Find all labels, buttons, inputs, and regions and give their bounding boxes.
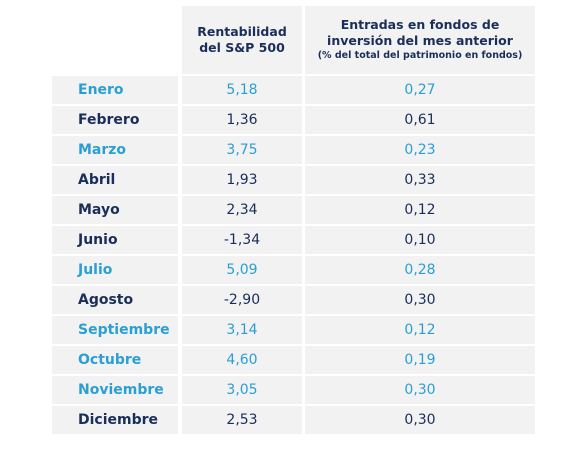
sp500-return-value: 4,60 — [182, 346, 302, 374]
fund-flows-value: 0,27 — [305, 76, 535, 104]
month-label: Febrero — [52, 106, 178, 134]
month-label: Mayo — [52, 196, 178, 224]
fund-flows-value: 0,28 — [305, 256, 535, 284]
column-header-sp500: Rentabilidad del S&P 500 — [182, 6, 302, 74]
month-label: Junio — [52, 226, 178, 254]
fund-flows-value: 0,23 — [305, 136, 535, 164]
month-label: Enero — [52, 76, 178, 104]
column-header-flows-line1: Entradas en fondos de — [340, 17, 500, 32]
sp500-return-value: 3,05 — [182, 376, 302, 404]
fund-flows-value: 0,30 — [305, 286, 535, 314]
sp500-return-value: 3,75 — [182, 136, 302, 164]
column-header-sp500-line1: Rentabilidad — [197, 24, 287, 39]
month-label: Octubre — [52, 346, 178, 374]
table-row: Abril 1,93 0,33 — [0, 166, 562, 196]
month-label: Agosto — [52, 286, 178, 314]
sp500-return-value: -1,34 — [182, 226, 302, 254]
month-label: Noviembre — [52, 376, 178, 404]
fund-flows-value: 0,12 — [305, 316, 535, 344]
fund-flows-value: 0,10 — [305, 226, 535, 254]
column-header-flows-line2: inversión del mes anterior — [327, 33, 513, 48]
fund-flows-value: 0,30 — [305, 376, 535, 404]
fund-flows-value: 0,19 — [305, 346, 535, 374]
sp500-return-value: 2,34 — [182, 196, 302, 224]
sp500-return-value: 3,14 — [182, 316, 302, 344]
sp500-return-value: 5,18 — [182, 76, 302, 104]
sp500-return-value: 5,09 — [182, 256, 302, 284]
table-row: Febrero 1,36 0,61 — [0, 106, 562, 136]
month-label: Marzo — [52, 136, 178, 164]
fund-flows-value: 0,12 — [305, 196, 535, 224]
table-row: Junio -1,34 0,10 — [0, 226, 562, 256]
month-label: Julio — [52, 256, 178, 284]
month-label: Abril — [52, 166, 178, 194]
fund-flows-value: 0,61 — [305, 106, 535, 134]
column-header-flows-subtitle: (% del total del patrimonio en fondos) — [317, 50, 523, 61]
column-header-flows: Entradas en fondos de inversión del mes … — [305, 6, 535, 74]
month-label: Diciembre — [52, 406, 178, 434]
table-row: Mayo 2,34 0,12 — [0, 196, 562, 226]
month-label: Septiembre — [52, 316, 178, 344]
column-header-sp500-line2: del S&P 500 — [199, 40, 285, 55]
sp500-return-value: -2,90 — [182, 286, 302, 314]
fund-flows-value: 0,30 — [305, 406, 535, 434]
table-row: Agosto -2,90 0,30 — [0, 286, 562, 316]
fund-flows-value: 0,33 — [305, 166, 535, 194]
table-row: Diciembre 2,53 0,30 — [0, 406, 562, 436]
sp500-return-value: 2,53 — [182, 406, 302, 434]
sp500-return-value: 1,36 — [182, 106, 302, 134]
sp500-return-value: 1,93 — [182, 166, 302, 194]
